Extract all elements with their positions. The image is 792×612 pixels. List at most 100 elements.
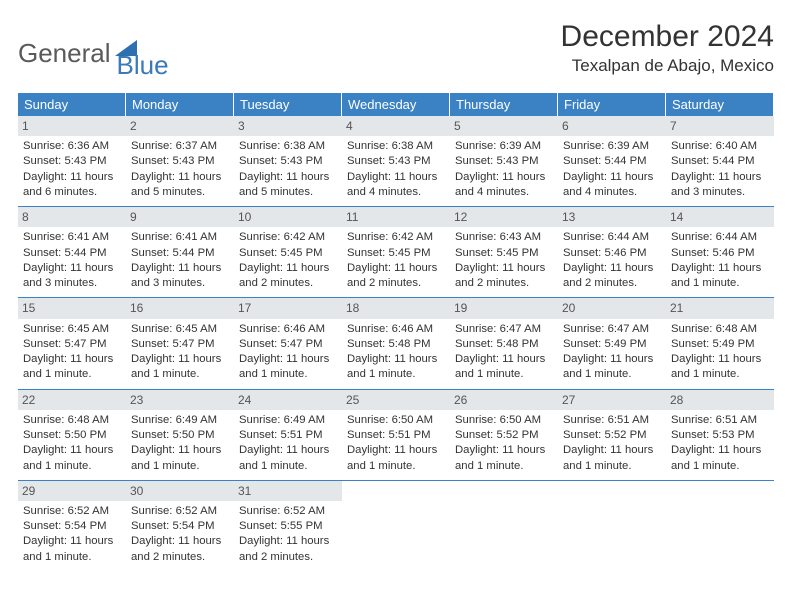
daylight-text: Daylight: 11 hours and 1 minute.: [455, 443, 553, 474]
day-header: Monday: [126, 93, 234, 116]
daylight-text: Daylight: 11 hours and 2 minutes.: [347, 261, 445, 292]
day-number: 20: [558, 298, 666, 318]
day-number: 14: [666, 207, 774, 227]
daylight-text: Daylight: 11 hours and 1 minute.: [23, 443, 121, 474]
sunrise-text: Sunrise: 6:36 AM: [23, 139, 121, 154]
sunrise-text: Sunrise: 6:42 AM: [347, 230, 445, 245]
daylight-text: Daylight: 11 hours and 2 minutes.: [239, 261, 337, 292]
sunrise-text: Sunrise: 6:39 AM: [455, 139, 553, 154]
daylight-text: Daylight: 11 hours and 4 minutes.: [563, 170, 661, 201]
sunset-text: Sunset: 5:46 PM: [671, 246, 769, 261]
day-number: 10: [234, 207, 342, 227]
sunset-text: Sunset: 5:52 PM: [455, 428, 553, 443]
daylight-text: Daylight: 11 hours and 4 minutes.: [455, 170, 553, 201]
sunset-text: Sunset: 5:47 PM: [131, 337, 229, 352]
daylight-text: Daylight: 11 hours and 1 minute.: [131, 443, 229, 474]
sunset-text: Sunset: 5:43 PM: [347, 154, 445, 169]
day-header: Sunday: [18, 93, 126, 116]
calendar-cell-empty: [558, 481, 666, 571]
page-header: General Blue December 2024 Texalpan de A…: [18, 20, 774, 81]
calendar-grid: SundayMondayTuesdayWednesdayThursdayFrid…: [18, 93, 774, 571]
daylight-text: Daylight: 11 hours and 1 minute.: [347, 352, 445, 383]
calendar-cell: 24Sunrise: 6:49 AMSunset: 5:51 PMDayligh…: [234, 390, 342, 481]
calendar-cell: 3Sunrise: 6:38 AMSunset: 5:43 PMDaylight…: [234, 116, 342, 207]
day-number: 5: [450, 116, 558, 136]
sunrise-text: Sunrise: 6:37 AM: [131, 139, 229, 154]
sunset-text: Sunset: 5:44 PM: [131, 246, 229, 261]
daylight-text: Daylight: 11 hours and 1 minute.: [347, 443, 445, 474]
sunset-text: Sunset: 5:54 PM: [131, 519, 229, 534]
sunset-text: Sunset: 5:44 PM: [23, 246, 121, 261]
sunset-text: Sunset: 5:53 PM: [671, 428, 769, 443]
calendar-cell: 28Sunrise: 6:51 AMSunset: 5:53 PMDayligh…: [666, 390, 774, 481]
daylight-text: Daylight: 11 hours and 5 minutes.: [239, 170, 337, 201]
sunrise-text: Sunrise: 6:48 AM: [23, 413, 121, 428]
sunset-text: Sunset: 5:54 PM: [23, 519, 121, 534]
sunset-text: Sunset: 5:48 PM: [455, 337, 553, 352]
day-number: 17: [234, 298, 342, 318]
daylight-text: Daylight: 11 hours and 1 minute.: [563, 352, 661, 383]
day-number: 19: [450, 298, 558, 318]
day-header: Wednesday: [342, 93, 450, 116]
day-number: 6: [558, 116, 666, 136]
sunset-text: Sunset: 5:50 PM: [131, 428, 229, 443]
calendar-cell: 15Sunrise: 6:45 AMSunset: 5:47 PMDayligh…: [18, 298, 126, 389]
calendar-cell: 8Sunrise: 6:41 AMSunset: 5:44 PMDaylight…: [18, 207, 126, 298]
calendar-cell-empty: [450, 481, 558, 571]
sunset-text: Sunset: 5:45 PM: [455, 246, 553, 261]
sunset-text: Sunset: 5:47 PM: [239, 337, 337, 352]
sunrise-text: Sunrise: 6:52 AM: [23, 504, 121, 519]
calendar-cell: 7Sunrise: 6:40 AMSunset: 5:44 PMDaylight…: [666, 116, 774, 207]
sunset-text: Sunset: 5:47 PM: [23, 337, 121, 352]
sunset-text: Sunset: 5:43 PM: [131, 154, 229, 169]
daylight-text: Daylight: 11 hours and 1 minute.: [671, 443, 769, 474]
daylight-text: Daylight: 11 hours and 6 minutes.: [23, 170, 121, 201]
day-header: Saturday: [666, 93, 774, 116]
day-number: 11: [342, 207, 450, 227]
day-number: 15: [18, 298, 126, 318]
day-number: 13: [558, 207, 666, 227]
logo-text-general: General: [18, 38, 111, 69]
brand-logo: General Blue: [18, 20, 169, 81]
daylight-text: Daylight: 11 hours and 1 minute.: [239, 352, 337, 383]
calendar-cell: 17Sunrise: 6:46 AMSunset: 5:47 PMDayligh…: [234, 298, 342, 389]
sunrise-text: Sunrise: 6:42 AM: [239, 230, 337, 245]
sunset-text: Sunset: 5:43 PM: [455, 154, 553, 169]
calendar-cell: 1 Sunrise: 6:36 AMSunset: 5:43 PMDaylight…: [18, 116, 126, 207]
calendar-cell: 16Sunrise: 6:45 AMSunset: 5:47 PMDayligh…: [126, 298, 234, 389]
calendar-cell: 22Sunrise: 6:48 AMSunset: 5:50 PMDayligh…: [18, 390, 126, 481]
day-header: Friday: [558, 93, 666, 116]
day-number: 16: [126, 298, 234, 318]
daylight-text: Daylight: 11 hours and 1 minute.: [23, 534, 121, 565]
daylight-text: Daylight: 11 hours and 5 minutes.: [131, 170, 229, 201]
month-title: December 2024: [561, 20, 774, 54]
sunrise-text: Sunrise: 6:46 AM: [347, 322, 445, 337]
sunrise-text: Sunrise: 6:51 AM: [671, 413, 769, 428]
sunset-text: Sunset: 5:43 PM: [23, 154, 121, 169]
sunrise-text: Sunrise: 6:49 AM: [239, 413, 337, 428]
daylight-text: Daylight: 11 hours and 2 minutes.: [455, 261, 553, 292]
calendar-cell: 19Sunrise: 6:47 AMSunset: 5:48 PMDayligh…: [450, 298, 558, 389]
sunset-text: Sunset: 5:50 PM: [23, 428, 121, 443]
sunrise-text: Sunrise: 6:38 AM: [239, 139, 337, 154]
day-number: 27: [558, 390, 666, 410]
day-number: 29: [18, 481, 126, 501]
calendar-cell: 12Sunrise: 6:43 AMSunset: 5:45 PMDayligh…: [450, 207, 558, 298]
day-number: 1: [18, 116, 126, 136]
sunrise-text: Sunrise: 6:48 AM: [671, 322, 769, 337]
day-number: 21: [666, 298, 774, 318]
daylight-text: Daylight: 11 hours and 2 minutes.: [131, 534, 229, 565]
daylight-text: Daylight: 11 hours and 3 minutes.: [23, 261, 121, 292]
sunset-text: Sunset: 5:45 PM: [239, 246, 337, 261]
sunset-text: Sunset: 5:46 PM: [563, 246, 661, 261]
sunrise-text: Sunrise: 6:52 AM: [131, 504, 229, 519]
calendar-cell: 30Sunrise: 6:52 AMSunset: 5:54 PMDayligh…: [126, 481, 234, 571]
location-label: Texalpan de Abajo, Mexico: [561, 56, 774, 76]
logo-text-blue: Blue: [117, 50, 169, 81]
calendar-cell: 29 Sunrise: 6:52 AMSunset: 5:54 PMDayligh…: [18, 481, 126, 571]
day-number: 18: [342, 298, 450, 318]
sunset-text: Sunset: 5:45 PM: [347, 246, 445, 261]
day-number: 7: [666, 116, 774, 136]
sunrise-text: Sunrise: 6:44 AM: [671, 230, 769, 245]
sunrise-text: Sunrise: 6:39 AM: [563, 139, 661, 154]
